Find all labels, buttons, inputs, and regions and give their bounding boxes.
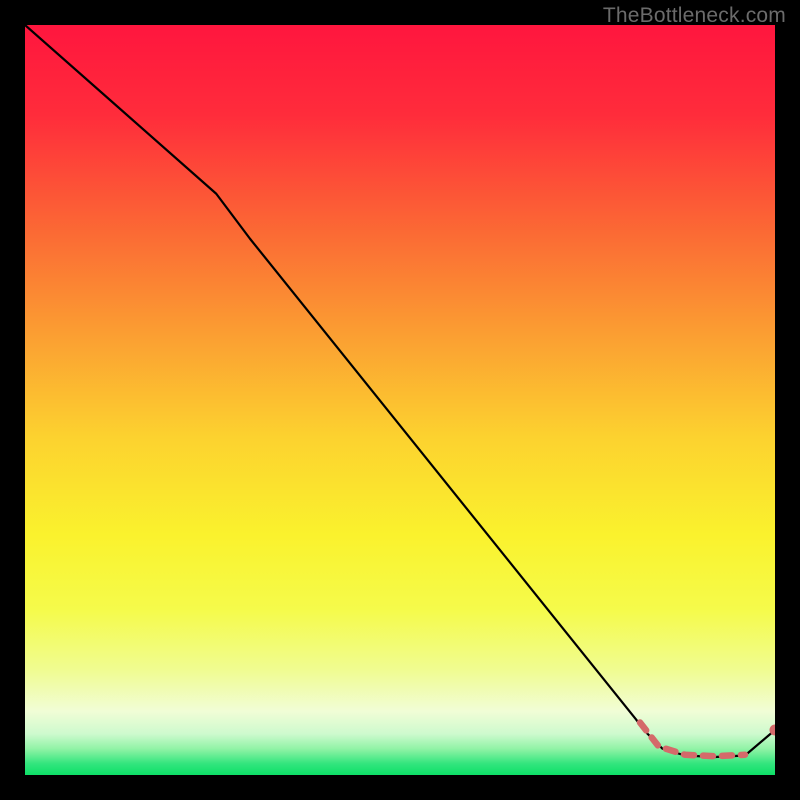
gradient-plot-area — [25, 25, 775, 775]
gradient-rect — [25, 25, 775, 775]
watermark-text: TheBottleneck.com — [603, 4, 786, 28]
